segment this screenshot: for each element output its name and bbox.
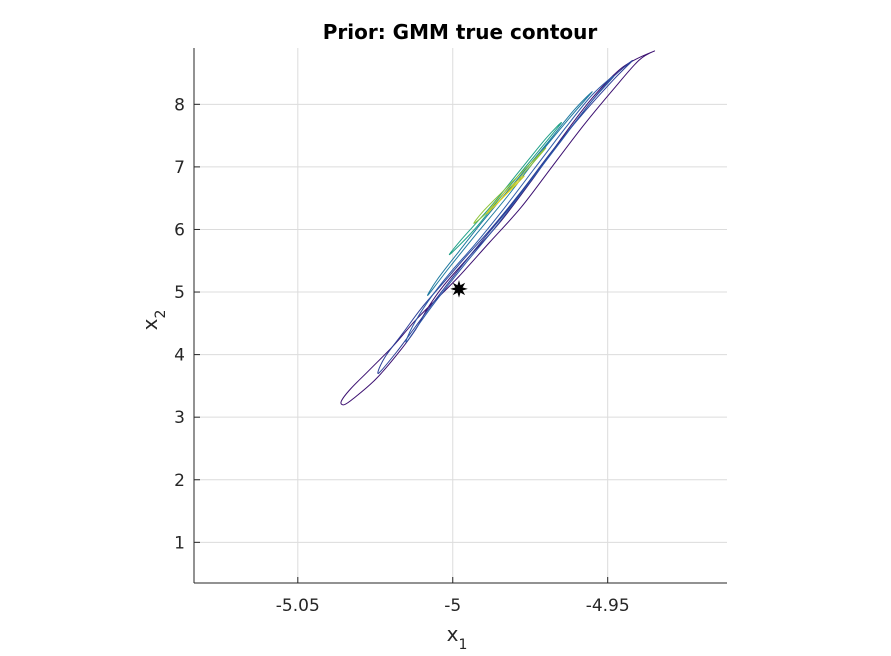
y-tick-label: 2 [174, 471, 185, 491]
x-tick-label: -4.95 [586, 596, 630, 616]
contour-lines [340, 50, 656, 406]
y-axis-label-sub: 2 [153, 310, 169, 319]
point-marker [450, 280, 468, 298]
y-axis-label-main: x [138, 318, 162, 330]
axes [193, 48, 727, 584]
chart-title: Prior: GMM true contour [323, 20, 598, 44]
grid-lines [194, 48, 727, 583]
marker-star [450, 280, 468, 298]
x-tick-labels: -5.05 -5 -4.95 [276, 596, 630, 616]
y-tick-labels: 1 2 3 4 5 6 7 8 [174, 95, 185, 553]
y-tick-label: 4 [174, 346, 185, 366]
y-tick-label: 5 [174, 283, 185, 303]
contour-level-3 [405, 75, 615, 343]
contour-level-4 [427, 91, 593, 296]
y-tick-label: 3 [174, 408, 185, 428]
contour-level-8 [492, 181, 519, 209]
y-tick-label: 8 [174, 95, 185, 115]
y-tick-label: 1 [174, 533, 185, 553]
x-tick-label: -5.05 [276, 596, 320, 616]
x-axis-label: x1 [447, 622, 468, 653]
plot-area: -5.05 -5 -4.95 1 2 3 4 5 6 7 8 [174, 48, 727, 616]
y-axis-label: x2 [138, 310, 169, 331]
x-axis-label-sub: 1 [458, 637, 467, 653]
y-tick-label: 7 [174, 158, 185, 178]
x-axis-label-main: x [447, 622, 459, 646]
y-tick-label: 6 [174, 220, 185, 240]
x-tick-label: -5 [444, 596, 461, 616]
